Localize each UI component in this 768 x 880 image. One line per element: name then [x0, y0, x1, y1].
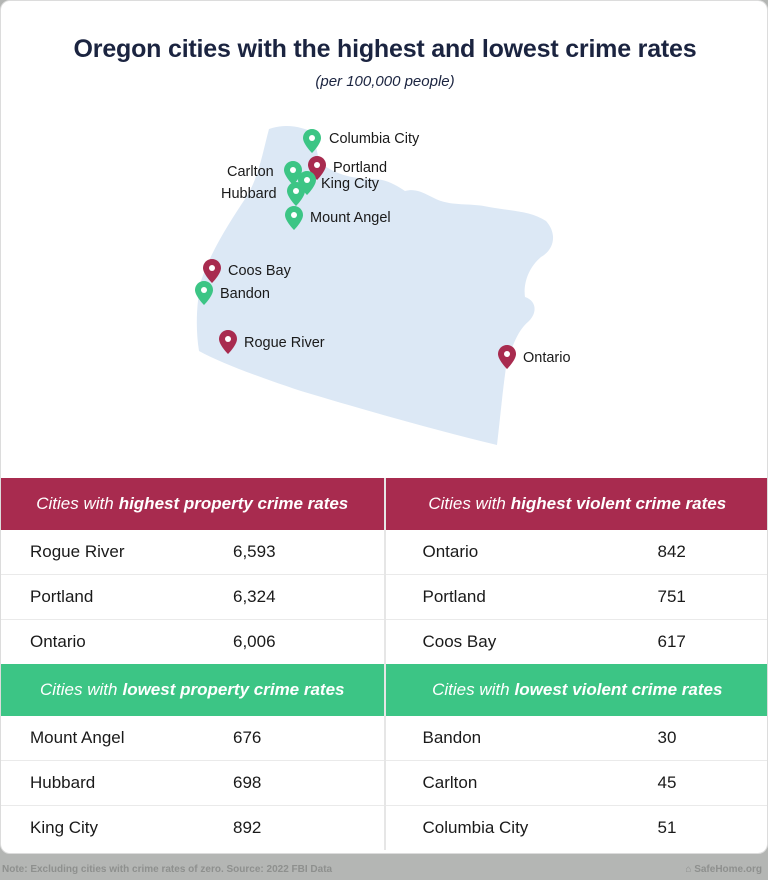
oregon-map: Columbia City Portland Carlton King City…: [1, 1, 767, 471]
pin-label-carlton: Carlton: [227, 164, 274, 180]
table-header: Cities with highest property crime rates: [1, 478, 384, 530]
infographic-card: Oregon cities with the highest and lowes…: [0, 0, 768, 854]
table-row: Mount Angel 676: [1, 716, 384, 761]
map-pin-icon: [203, 259, 221, 283]
map-pin-icon: [219, 330, 237, 354]
table-high-property: Cities with highest property crime rates …: [1, 478, 386, 664]
table-high-violent: Cities with highest violent crime rates O…: [385, 478, 767, 664]
house-icon: ⌂: [685, 864, 695, 875]
pin-label-coos-bay: Coos Bay: [228, 263, 291, 279]
table-row: Coos Bay 617: [422, 632, 686, 651]
table-row: Rogue River 6,593: [1, 530, 384, 575]
table-row: Bandon 30: [385, 716, 767, 761]
table-row: King City 892: [30, 818, 262, 837]
table-low-property: Cities with lowest property crime rates M…: [1, 664, 386, 850]
table-low-violent: Cities with lowest violent crime rates Ba…: [385, 664, 767, 850]
table-header: Cities with lowest violent crime rates: [385, 664, 767, 716]
table-header: Cities with lowest property crime rates: [1, 664, 384, 716]
table-row: Hubbard 698: [1, 761, 384, 806]
page-subtitle: (per 100,000 people): [315, 73, 455, 90]
table-row: Ontario 842: [385, 530, 767, 575]
map-pin-icon: [195, 281, 213, 305]
map-pin-icon: [498, 345, 516, 369]
source-note: Note: Excluding cities with crime rates …: [2, 864, 333, 875]
pin-label-portland: Portland: [333, 160, 388, 176]
pin-label-hubbard: Hubbard: [221, 186, 277, 202]
highest-section: Cities with highest property crime rates …: [1, 478, 767, 664]
table-row: Ontario 6,006: [30, 632, 276, 651]
pin-label-rogue-river: Rogue River: [244, 335, 325, 351]
map-pin-icon: [303, 129, 321, 153]
table-row: Columbia City 51: [422, 818, 677, 837]
pin-label-columbia-city: Columbia City: [329, 131, 420, 147]
table-row: Portland 751: [385, 575, 767, 620]
lowest-section: Cities with lowest property crime rates M…: [1, 664, 767, 850]
crime-tables: Cities with highest property crime rates …: [1, 478, 767, 850]
table-row: Carlton 45: [385, 761, 767, 806]
oregon-shape-icon: [196, 125, 554, 445]
pin-label-ontario: Ontario: [523, 350, 571, 366]
brand-logo: ⌂ SafeHome.org: [685, 864, 762, 875]
pin-label-bandon: Bandon: [220, 286, 270, 302]
pin-label-mount-angel: Mount Angel: [310, 210, 391, 226]
page-title: Oregon cities with the highest and lowes…: [73, 35, 697, 63]
table-row: Portland 6,324: [1, 575, 384, 620]
table-header: Cities with highest violent crime rates: [385, 478, 767, 530]
map-pin-icon: [287, 182, 305, 206]
pin-label-king-city: King City: [321, 176, 380, 192]
map-pin-icon: [284, 161, 302, 185]
map-pin-icon: [285, 206, 303, 230]
